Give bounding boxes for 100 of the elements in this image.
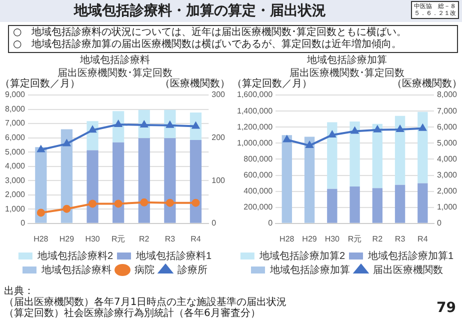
bar — [86, 150, 98, 223]
source-note: 出典： — [4, 286, 35, 297]
chart-subtitle: 届出医療機関数･算定回数 — [290, 66, 404, 79]
bar — [304, 136, 315, 223]
y-tick-label: 0 — [20, 218, 26, 228]
y-tick-label: 2,000 — [4, 190, 26, 200]
y2-tick-label: 8,000 — [436, 90, 458, 100]
x-tick-label: H29 — [302, 234, 318, 244]
y-axis-title: （算定回数／月） — [0, 78, 80, 90]
bar — [418, 112, 428, 184]
bar — [282, 135, 292, 223]
text: ○ 地域包括診療料の状況については、近年は届出医療機関数･算定回数ともに横ばい。 — [13, 27, 408, 38]
y-tick-label: 1,600,000 — [236, 90, 274, 100]
point — [114, 120, 122, 128]
legend-label: 病院 — [134, 264, 154, 276]
point — [140, 198, 148, 206]
y-tick-label: 1,000 — [4, 204, 26, 214]
x-tick-label: H30 — [85, 234, 100, 244]
y2-tick-label: 2,000 — [436, 186, 458, 196]
y-tick-label: 4,000 — [4, 162, 26, 171]
bar — [327, 188, 338, 223]
y2-tick-label: 7,000 — [436, 106, 458, 116]
y2-axis-title: （医療機関数） — [392, 78, 462, 90]
y2-tick-label: 3,000 — [436, 170, 458, 180]
y2-tick-label: 5,000 — [436, 138, 458, 148]
x-tick-label: H29 — [59, 234, 75, 244]
bar — [350, 121, 360, 186]
chart-title: 地域包括診療加算 — [306, 54, 387, 66]
point — [37, 146, 45, 152]
point — [36, 208, 45, 217]
y-tick-label: 600,000 — [244, 170, 274, 180]
bar — [372, 188, 383, 223]
point — [396, 126, 404, 132]
bar — [418, 183, 428, 223]
x-tick-label: H28 — [34, 234, 49, 244]
y-tick-label: 1,400,000 — [236, 106, 274, 116]
point — [63, 140, 70, 146]
y-tick-label: 800,000 — [244, 154, 274, 164]
point — [88, 126, 96, 133]
y-tick-label: 9,000 — [4, 90, 26, 100]
text: 地域包括診療料・加算の算定・届出状況 — [72, 2, 327, 20]
x-tick-label: R2 — [139, 234, 150, 244]
point — [419, 124, 426, 131]
y2-tick-label: 300 — [212, 90, 226, 100]
y-tick-label: 1,000,000 — [236, 138, 274, 148]
legend-label: 診療所 — [178, 264, 208, 276]
text: （算定回数）社会医療診療行為別統計（各年6月審査分） — [4, 308, 262, 319]
point — [192, 198, 200, 207]
text: （届出医療機関数）各年7月1日時点の主な施設基準の届出状況 — [4, 297, 287, 308]
point — [166, 198, 174, 207]
x-tick-label: R元 — [348, 234, 362, 244]
y2-tick-label: 0 — [212, 218, 217, 228]
x-tick-label: R3 — [394, 234, 406, 244]
y-tick-label: 7,000 — [4, 118, 26, 128]
chart-subtitle: 届出医療機関数･算定回数 — [58, 66, 172, 79]
y-tick-label: 200,000 — [244, 202, 274, 212]
x-tick-label: R2 — [372, 234, 384, 244]
y2-tick-label: 200 — [212, 133, 226, 142]
point — [306, 142, 314, 148]
y2-tick-label: 1,000 — [436, 202, 458, 212]
x-tick-label: R3 — [164, 234, 176, 244]
bar — [190, 140, 202, 223]
y-tick-label: 1,200,000 — [236, 122, 274, 132]
point — [62, 204, 71, 213]
y-tick-label: 8,000 — [4, 104, 26, 114]
bar — [112, 142, 124, 223]
bar — [372, 124, 383, 188]
bar — [327, 122, 338, 189]
point — [351, 127, 358, 134]
bar — [164, 138, 176, 223]
chart-title: 地域包括診療料 — [79, 54, 150, 66]
y-tick-label: 5,000 — [4, 147, 26, 156]
y-tick-label: 3,000 — [4, 176, 26, 185]
y-tick-label: 0 — [268, 218, 274, 228]
legend-label: 地域包括診療加算2 — [258, 250, 346, 262]
legend-label: 地域包括診療加算 — [269, 264, 350, 276]
text: ○ 地域包括診療加算の届出医療機関数は横ばいであるが、算定回数は近年増加傾向。 — [13, 39, 403, 51]
point — [88, 200, 97, 208]
x-tick-label: H30 — [324, 234, 340, 244]
y2-tick-label: 100 — [212, 176, 226, 185]
point — [114, 200, 122, 208]
bar — [138, 138, 150, 223]
point — [328, 130, 336, 138]
y2-axis-title: （医療機関数） — [160, 78, 230, 90]
x-tick-label: R4 — [418, 234, 428, 244]
text: 79 — [436, 300, 456, 316]
point — [283, 136, 290, 142]
x-tick-label: H28 — [280, 234, 295, 244]
legend-label: 地域包括診療料1 — [135, 250, 212, 262]
y-tick-label: 6,000 — [4, 133, 26, 142]
legend-label: 地域包括診療加算1 — [367, 250, 454, 262]
y2-tick-label: 6,000 — [436, 122, 458, 132]
bar — [350, 186, 360, 223]
y-tick-label: 400,000 — [244, 186, 274, 196]
y2-tick-label: 4,000 — [436, 154, 458, 164]
x-tick-label: R元 — [111, 234, 126, 244]
y2-tick-label: 0 — [436, 218, 442, 228]
legend-label: 届出医療機関数 — [373, 264, 443, 276]
legend-label: 地域包括診療料 — [40, 264, 112, 276]
y-axis-title: （算定回数／月） — [232, 78, 312, 90]
